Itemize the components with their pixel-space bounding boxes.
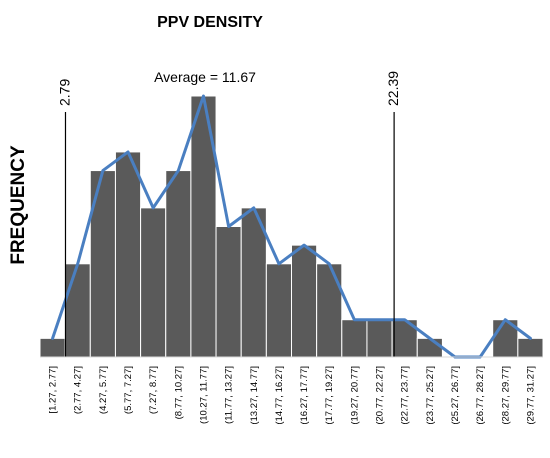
x-tick-label-9: (14.77, 16.27] xyxy=(274,366,285,425)
x-tick-label-16: (25.27, 26.77] xyxy=(450,366,461,425)
x-tick-label-15: (23.77, 25.27] xyxy=(425,366,436,425)
bar-4 xyxy=(140,207,167,358)
bar-19 xyxy=(517,337,544,358)
x-tick-label-17: (26.77, 28.27] xyxy=(475,366,486,425)
x-tick-label-0: [1.27, 2.77] xyxy=(48,366,59,414)
x-tick-label-10: (16.27, 17.77] xyxy=(299,366,310,425)
x-tick-label-5: (8.77, 10.27] xyxy=(173,366,184,419)
x-tick-label-6: (10.27, 11.77] xyxy=(198,366,209,424)
x-tick-label-13: (20.77, 22.27] xyxy=(375,366,386,425)
x-tick-label-12: (19.27, 20.77] xyxy=(349,366,360,425)
bar-10 xyxy=(291,244,318,358)
reference-line-label-0: 2.79 xyxy=(56,79,72,106)
x-tick-label-1: (2.77, 4.27] xyxy=(73,366,84,414)
average-annotation: Average = 11.67 xyxy=(154,69,256,85)
bar-1 xyxy=(64,263,91,358)
reference-lines-group: 2.79 22.39 xyxy=(56,71,401,357)
x-tick-label-11: (17.77, 19.27] xyxy=(324,366,335,425)
bar-11 xyxy=(316,263,343,358)
x-tick-label-19: (29.77, 31.27] xyxy=(525,366,536,425)
bars-group xyxy=(39,95,544,358)
x-tick-label-8: (13.27, 14.77] xyxy=(249,366,260,425)
x-tick-label-2: (4.27, 5.77] xyxy=(98,366,109,414)
x-tick-labels-group: [1.27, 2.77] (2.77, 4.27] (4.27, 5.77] (5.7… xyxy=(48,366,537,425)
bar-5 xyxy=(165,170,192,358)
x-tick-label-14: (22.77, 23.77] xyxy=(400,366,411,425)
x-tick-label-7: (11.77, 13.27] xyxy=(224,366,235,424)
bar-7 xyxy=(215,226,242,358)
bar-3 xyxy=(114,151,142,358)
y-axis-label: FREQUENCY xyxy=(8,145,29,265)
bar-9 xyxy=(265,263,293,358)
x-tick-label-4: (7.27, 8.77] xyxy=(148,366,159,414)
x-tick-label-3: (5.77, 7.27] xyxy=(123,366,134,414)
bar-12 xyxy=(341,319,368,358)
x-tick-label-18: (28.27, 29.77] xyxy=(500,366,511,425)
bar-15 xyxy=(416,337,443,358)
bar-13 xyxy=(366,319,393,358)
reference-line-label-1: 22.39 xyxy=(385,71,401,106)
bar-0 xyxy=(39,337,66,358)
frequency-line xyxy=(51,94,532,359)
chart-title: PPV DENSITY xyxy=(157,14,263,31)
